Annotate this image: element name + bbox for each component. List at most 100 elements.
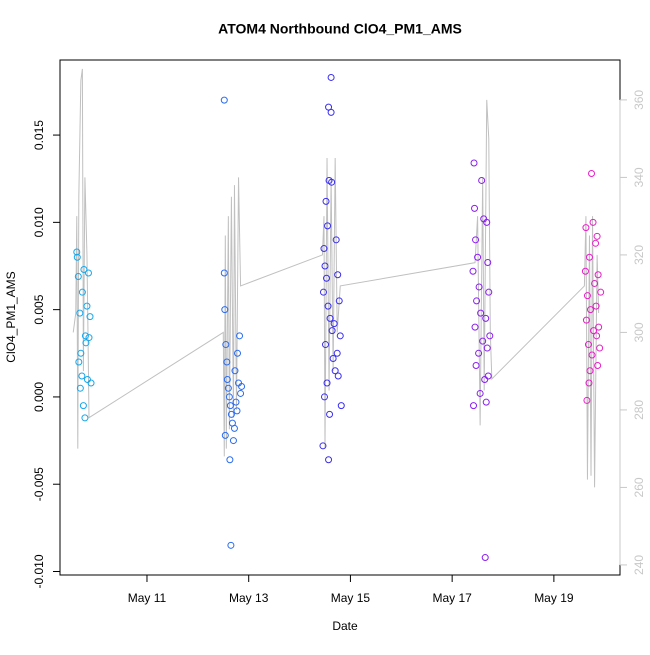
point xyxy=(82,339,90,347)
point xyxy=(332,236,340,244)
point xyxy=(223,375,231,383)
point xyxy=(481,554,489,562)
point xyxy=(319,442,327,450)
y-tick-label: 0.005 xyxy=(32,294,46,324)
point xyxy=(592,302,600,310)
point xyxy=(322,341,330,349)
point xyxy=(81,414,89,422)
point xyxy=(83,375,91,383)
point xyxy=(482,314,490,322)
point xyxy=(226,402,234,410)
point xyxy=(324,222,332,230)
point xyxy=(223,358,231,366)
point xyxy=(591,279,599,287)
point xyxy=(73,253,81,261)
point xyxy=(593,232,601,240)
point xyxy=(229,437,237,445)
x-tick-label: May 11 xyxy=(128,591,167,605)
point xyxy=(76,384,84,392)
point xyxy=(473,297,481,305)
point xyxy=(471,204,479,212)
y2-tick-label: 260 xyxy=(632,477,646,497)
point xyxy=(586,367,594,375)
point xyxy=(476,389,484,397)
point xyxy=(594,362,602,370)
point xyxy=(581,267,589,275)
point xyxy=(234,349,242,357)
y2-tick-label: 300 xyxy=(632,322,646,342)
point xyxy=(221,306,229,314)
point xyxy=(323,274,331,282)
point xyxy=(326,410,334,418)
point xyxy=(596,344,604,352)
y-tick-label: -0.010 xyxy=(32,554,46,588)
point xyxy=(221,431,229,439)
point xyxy=(328,327,336,335)
x-tick-label: May 19 xyxy=(534,591,574,605)
point xyxy=(585,379,593,387)
point xyxy=(75,358,83,366)
point xyxy=(230,424,238,432)
point xyxy=(582,316,590,324)
point xyxy=(483,218,491,226)
point xyxy=(475,283,483,291)
point xyxy=(325,456,333,464)
point xyxy=(84,269,92,277)
point xyxy=(220,96,228,104)
point xyxy=(588,169,596,177)
point xyxy=(87,379,95,387)
point xyxy=(322,197,330,205)
point xyxy=(238,382,246,390)
point xyxy=(486,332,494,340)
y-tick-label: 0.015 xyxy=(32,120,46,150)
x-tick-label: May 17 xyxy=(432,591,472,605)
point xyxy=(220,269,228,277)
point xyxy=(472,362,480,370)
point xyxy=(474,253,482,261)
point xyxy=(475,349,483,357)
point xyxy=(320,393,328,401)
chart-title: ATOM4 Northbound ClO4_PM1_AMS xyxy=(218,21,462,37)
point xyxy=(321,262,329,270)
point xyxy=(472,236,480,244)
point xyxy=(231,367,239,375)
y2-tick-label: 240 xyxy=(632,555,646,575)
point xyxy=(333,349,341,357)
point xyxy=(83,302,91,310)
point xyxy=(80,265,88,273)
point xyxy=(327,73,335,81)
y2-tick-label: 340 xyxy=(632,167,646,187)
point xyxy=(478,176,486,184)
point xyxy=(233,407,241,415)
point xyxy=(485,288,493,296)
point xyxy=(225,393,233,401)
y-axis-label: ClO4_PM1_AMS xyxy=(4,271,18,362)
point xyxy=(77,349,85,357)
x-tick-label: May 13 xyxy=(229,591,269,605)
point xyxy=(334,372,342,380)
point xyxy=(334,271,342,279)
point xyxy=(324,302,332,310)
point xyxy=(74,272,82,280)
y2-tick-label: 280 xyxy=(632,400,646,420)
point xyxy=(477,309,485,317)
point xyxy=(483,344,491,352)
point xyxy=(236,332,244,340)
point xyxy=(323,379,331,387)
point xyxy=(226,456,234,464)
point xyxy=(583,292,591,300)
point xyxy=(232,398,240,406)
point xyxy=(319,288,327,296)
x-tick-label: May 15 xyxy=(331,591,371,605)
point xyxy=(479,337,487,345)
point xyxy=(586,306,594,314)
point xyxy=(595,323,603,331)
point xyxy=(593,332,601,340)
y2-tick-label: 360 xyxy=(632,90,646,110)
point xyxy=(584,341,592,349)
point xyxy=(320,245,328,253)
point xyxy=(588,351,596,359)
point xyxy=(224,384,232,392)
y-tick-label: -0.005 xyxy=(32,467,46,501)
